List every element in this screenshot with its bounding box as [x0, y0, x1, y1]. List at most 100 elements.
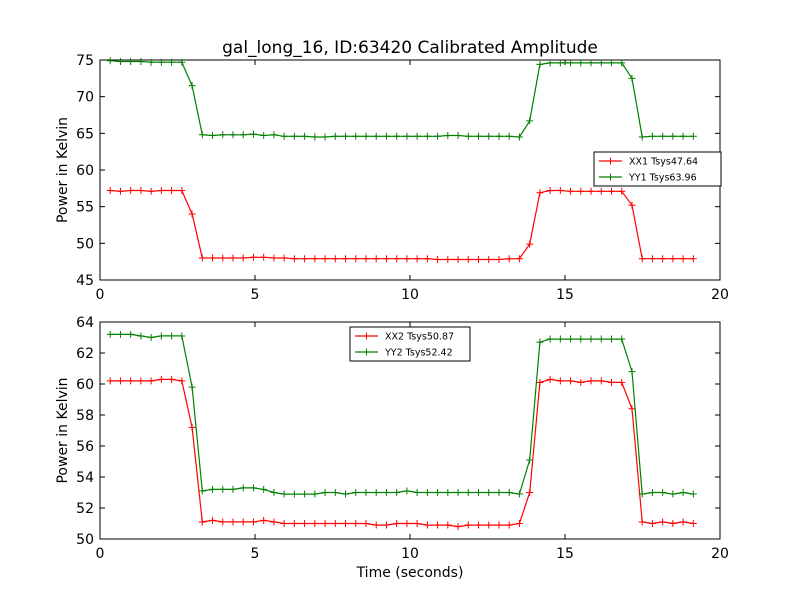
data-point [444, 132, 452, 140]
data-point [597, 187, 605, 195]
data-point [403, 487, 411, 495]
data-point [393, 255, 401, 263]
data-point [137, 187, 145, 195]
data-point [515, 520, 523, 527]
top-plot: 0 5 10 15 20 45 50 55 60 65 70 75 Power in Kelvin XX1… [55, 53, 729, 303]
data-point [331, 520, 339, 527]
data-point [321, 133, 329, 141]
data-point [628, 74, 636, 82]
y-tick-label: 54 [76, 470, 94, 486]
data-point [229, 254, 237, 262]
legend-label: XX1 Tsys47.64 [629, 157, 698, 168]
data-point [127, 330, 135, 338]
data-point [382, 521, 390, 529]
data-point [434, 521, 442, 529]
data-point [106, 377, 114, 385]
data-point [321, 489, 329, 496]
data-point [352, 132, 360, 140]
data-point [106, 57, 114, 65]
data-point [168, 187, 176, 195]
data-point [628, 201, 636, 209]
data-point [393, 489, 401, 496]
x-tick-label: 0 [96, 287, 105, 303]
data-point [249, 518, 257, 526]
data-point [475, 521, 483, 529]
legend-marker [607, 157, 614, 165]
data-point [188, 423, 196, 431]
data-point [618, 59, 626, 67]
data-point [567, 377, 575, 385]
y-tick-label: 65 [76, 126, 94, 142]
data-point [608, 187, 615, 195]
data-point [608, 335, 615, 343]
data-point [444, 489, 452, 496]
data-point [679, 132, 687, 140]
data-point [669, 490, 677, 498]
data-point [505, 521, 513, 529]
data-point [280, 132, 288, 140]
data-point [505, 255, 513, 263]
data-point [505, 132, 513, 140]
data-point [260, 253, 268, 261]
data-point [239, 518, 247, 526]
data-point [382, 255, 390, 263]
data-point [393, 132, 401, 140]
data-point [454, 255, 462, 263]
data-point [485, 521, 493, 529]
data-point [454, 523, 462, 531]
data-point [229, 485, 237, 493]
data-point [628, 368, 636, 376]
data-point [567, 335, 575, 343]
data-point [475, 489, 483, 496]
legend-marker [363, 332, 370, 340]
data-point [157, 58, 165, 66]
data-point [106, 187, 114, 195]
data-point [249, 130, 257, 138]
data-point [454, 132, 462, 140]
x-tick-label: 20 [711, 287, 729, 303]
data-point [127, 377, 135, 385]
data-point [526, 117, 534, 125]
series-line [110, 333, 694, 495]
series-yy2 [106, 330, 697, 498]
data-point [403, 255, 411, 263]
data-point [536, 338, 544, 346]
data-point [137, 332, 145, 340]
data-point [464, 255, 472, 263]
data-point [280, 254, 288, 262]
data-point [546, 187, 554, 195]
data-point [311, 255, 319, 263]
data-point [342, 520, 350, 527]
data-point [464, 521, 472, 529]
data-point [669, 132, 677, 140]
data-point [219, 254, 227, 262]
data-point [106, 330, 114, 338]
data-point [393, 520, 401, 527]
data-point [444, 521, 452, 529]
data-point [372, 132, 380, 140]
data-point [157, 332, 165, 340]
data-point [423, 132, 431, 140]
data-point [526, 456, 534, 464]
data-point [301, 520, 309, 527]
data-point [546, 59, 554, 67]
data-point [219, 131, 227, 139]
x-tick-label: 15 [556, 287, 574, 303]
series-line [110, 189, 694, 261]
data-point [290, 520, 298, 527]
data-point [597, 59, 605, 67]
data-point [587, 59, 595, 67]
data-point [362, 132, 370, 140]
data-point [495, 132, 503, 140]
data-point [546, 335, 554, 343]
data-point [689, 490, 697, 498]
data-point [198, 518, 206, 526]
data-point [249, 253, 257, 261]
y-tick-label: 60 [76, 163, 94, 179]
data-point [423, 489, 431, 496]
data-point [198, 254, 206, 262]
data-point [618, 378, 626, 386]
data-point [382, 132, 390, 140]
y-tick-label: 60 [76, 377, 94, 393]
data-point [413, 489, 421, 496]
